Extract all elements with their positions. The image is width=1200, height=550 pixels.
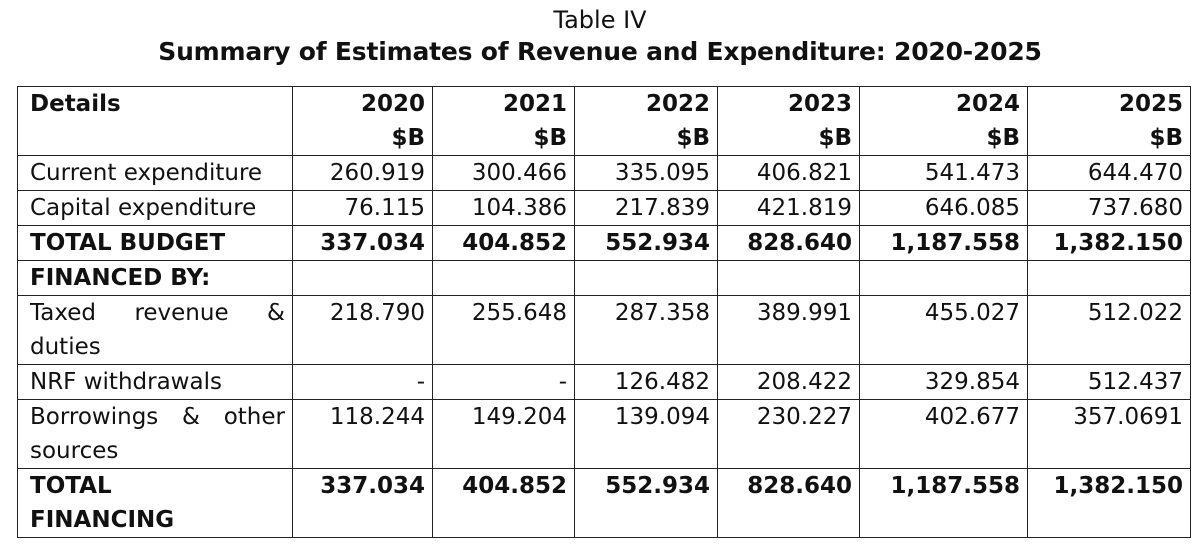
cell-2023: 421.819 bbox=[717, 190, 860, 226]
cell-2020: 337.034 bbox=[292, 468, 433, 538]
cell-2023: 828.640 bbox=[717, 225, 860, 261]
cell-2022: 217.839 bbox=[574, 190, 718, 226]
cell-2021: 104.386 bbox=[432, 190, 575, 226]
cell-2020 bbox=[292, 260, 433, 296]
estimates-table: Details 2020 $B 2021 $B 2022 $B 2023 $B 2024… bbox=[17, 86, 1191, 538]
cell-2023: 389.991 bbox=[717, 295, 860, 365]
cell-2023: 230.227 bbox=[717, 399, 860, 469]
cell-2022: 139.094 bbox=[574, 399, 718, 469]
cell-2020: 337.034 bbox=[292, 225, 433, 261]
row-label: Borrowings & other sources bbox=[17, 399, 293, 469]
cell-2021: - bbox=[432, 364, 575, 400]
header-row: Details 2020 $B 2021 $B 2022 $B 2023 $B 2024… bbox=[17, 86, 1191, 156]
cell-2022: 552.934 bbox=[574, 225, 718, 261]
cell-2021: 404.852 bbox=[432, 468, 575, 538]
row-label: TOTAL FINANCING bbox=[17, 468, 293, 538]
cell-2025: 512.022 bbox=[1027, 295, 1191, 365]
cell-2020: 76.115 bbox=[292, 190, 433, 226]
cell-2024: 541.473 bbox=[859, 155, 1028, 191]
cell-2021: 149.204 bbox=[432, 399, 575, 469]
cell-2021: 255.648 bbox=[432, 295, 575, 365]
cell-2025: 644.470 bbox=[1027, 155, 1191, 191]
header-year-2025: 2025 $B bbox=[1027, 86, 1191, 156]
cell-2025: 357.0691 bbox=[1027, 399, 1191, 469]
cell-2025: 1,382.150 bbox=[1027, 225, 1191, 261]
header-year-2022: 2022 $B bbox=[574, 86, 718, 156]
header-year-2023: 2023 $B bbox=[717, 86, 860, 156]
cell-2022 bbox=[574, 260, 718, 296]
header-year-2021: 2021 $B bbox=[432, 86, 575, 156]
cell-2022: 126.482 bbox=[574, 364, 718, 400]
table-title: Summary of Estimates of Revenue and Expe… bbox=[158, 37, 1042, 66]
row-label: NRF withdrawals bbox=[17, 364, 293, 400]
cell-2024: 329.854 bbox=[859, 364, 1028, 400]
cell-2023: 208.422 bbox=[717, 364, 860, 400]
row-label: Taxed revenue & duties bbox=[17, 295, 293, 365]
row-taxed-revenue: Taxed revenue & duties 218.790 255.648 2… bbox=[17, 295, 1191, 365]
cell-2021 bbox=[432, 260, 575, 296]
row-total-financing: TOTAL FINANCING 337.034 404.852 552.934 … bbox=[17, 468, 1191, 538]
cell-2024: 402.677 bbox=[859, 399, 1028, 469]
row-financed-by: FINANCED BY: bbox=[17, 260, 1191, 296]
cell-2020: 118.244 bbox=[292, 399, 433, 469]
cell-2022: 552.934 bbox=[574, 468, 718, 538]
row-label: Capital expenditure bbox=[17, 190, 293, 226]
cell-2025: 737.680 bbox=[1027, 190, 1191, 226]
cell-2025 bbox=[1027, 260, 1191, 296]
cell-2021: 300.466 bbox=[432, 155, 575, 191]
header-year-2020: 2020 $B bbox=[292, 86, 433, 156]
cell-2024: 1,187.558 bbox=[859, 468, 1028, 538]
cell-2020: - bbox=[292, 364, 433, 400]
cell-2023: 828.640 bbox=[717, 468, 860, 538]
cell-2024: 646.085 bbox=[859, 190, 1028, 226]
cell-2025: 1,382.150 bbox=[1027, 468, 1191, 538]
cell-2022: 287.358 bbox=[574, 295, 718, 365]
cell-2025: 512.437 bbox=[1027, 364, 1191, 400]
row-label: Current expenditure bbox=[17, 155, 293, 191]
table-caption: Table IV bbox=[553, 6, 647, 34]
row-label: TOTAL BUDGET bbox=[17, 225, 293, 261]
header-details: Details bbox=[17, 86, 293, 156]
cell-2024: 455.027 bbox=[859, 295, 1028, 365]
row-nrf-withdrawals: NRF withdrawals - - 126.482 208.422 329.… bbox=[17, 364, 1191, 400]
row-label: FINANCED BY: bbox=[17, 260, 293, 296]
cell-2020: 218.790 bbox=[292, 295, 433, 365]
cell-2021: 404.852 bbox=[432, 225, 575, 261]
row-capital-expenditure: Capital expenditure 76.115 104.386 217.8… bbox=[17, 190, 1191, 226]
header-year-2024: 2024 $B bbox=[859, 86, 1028, 156]
row-current-expenditure: Current expenditure 260.919 300.466 335.… bbox=[17, 155, 1191, 191]
cell-2023: 406.821 bbox=[717, 155, 860, 191]
cell-2024 bbox=[859, 260, 1028, 296]
cell-2020: 260.919 bbox=[292, 155, 433, 191]
row-total-budget: TOTAL BUDGET 337.034 404.852 552.934 828… bbox=[17, 225, 1191, 261]
row-borrowings: Borrowings & other sources 118.244 149.2… bbox=[17, 399, 1191, 469]
cell-2023 bbox=[717, 260, 860, 296]
cell-2022: 335.095 bbox=[574, 155, 718, 191]
cell-2024: 1,187.558 bbox=[859, 225, 1028, 261]
